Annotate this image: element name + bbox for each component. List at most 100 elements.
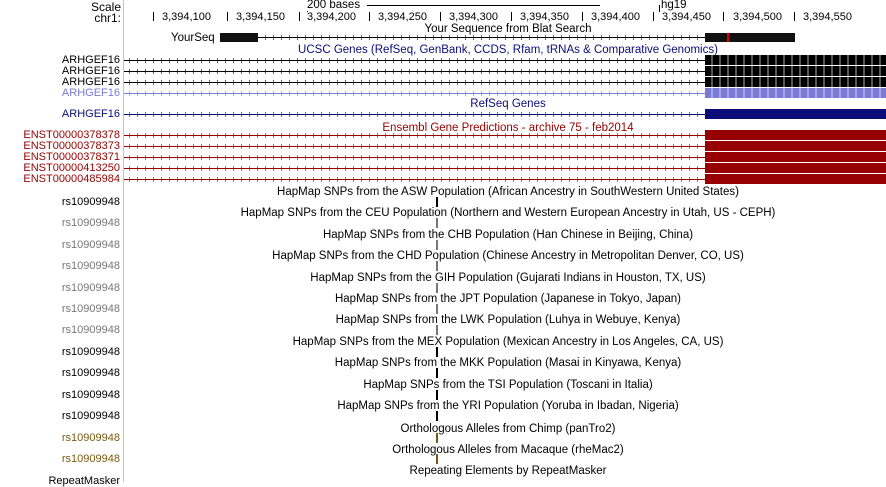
ucsc-gene-exon[interactable] [705,77,886,87]
ruler-tick [299,12,300,21]
ruler-tick-label: 3,394,550 [803,11,852,23]
hapmap-track-title[interactable]: HapMap SNPs from the CEU Population (Nor… [240,207,776,220]
ensembl-exon[interactable] [705,130,886,140]
refseq-track-title[interactable]: RefSeq Genes [470,98,546,110]
hapmap-snp-label[interactable]: rs10909948 [61,239,120,251]
hapmap-track-title[interactable]: HapMap SNPs from the MEX Population (Mex… [292,335,724,348]
macaque-allele-mark[interactable] [436,454,438,464]
ucsc-gene-intron-line[interactable] [124,58,705,63]
hapmap-snp-mark[interactable] [436,304,438,314]
scale-bar-label: 200 bases [307,0,361,11]
hapmap-track-title[interactable]: HapMap SNPs from the YRI Population (Yor… [337,400,679,412]
ruler-tick-label: 3,394,300 [449,11,498,23]
ensembl-intron-line[interactable] [124,177,705,182]
ruler-tick [653,12,654,21]
ucsc-gene-exon[interactable] [705,88,886,98]
repeatmasker-item-label[interactable]: RepeatMasker [48,476,120,487]
blat-block-2[interactable] [705,33,795,42]
ensembl-track-title[interactable]: Ensembl Gene Predictions - archive 75 - … [382,122,634,134]
macaque-item-label[interactable]: rs10909948 [61,454,120,465]
ruler-tick-label: 3,394,200 [307,11,356,23]
ensembl-intron-line[interactable] [124,144,705,149]
ruler-tick-label: 3,394,450 [662,11,711,23]
ruler-tick [440,12,441,21]
ruler-tick [369,12,370,21]
ucsc-gene-intron-line[interactable] [124,69,705,74]
hapmap-snp-mark[interactable] [436,411,438,421]
hapmap-track-title[interactable]: HapMap SNPs from the GIH Population (Guj… [310,271,706,284]
ruler-tick-label: 3,394,100 [162,11,211,23]
hapmap-snp-mark[interactable] [436,325,438,336]
ensembl-transcript-label[interactable]: ENST00000378371 [23,152,120,163]
hapmap-track-title[interactable]: HapMap SNPs from the MKK Population (Mas… [334,357,682,370]
refseq-exon[interactable] [705,109,886,119]
hapmap-track-title[interactable]: HapMap SNPs from the TSI Population (Tos… [363,378,653,391]
ruler-tick-label: 3,394,400 [591,11,640,23]
ensembl-transcript-label[interactable]: ENST00000413250 [23,163,120,174]
ruler-tick [794,12,795,21]
ensembl-exon[interactable] [705,174,886,184]
ucsc-gene-intron-line[interactable] [124,80,705,85]
ensembl-intron-line[interactable] [124,166,705,171]
scale-label: Scale [90,1,121,13]
ruler-tick-label: 3,394,250 [378,11,427,23]
blat-alignment-line[interactable] [220,35,795,40]
hapmap-snp-label[interactable]: rs10909948 [61,261,120,273]
hapmap-snp-label[interactable]: rs10909948 [61,346,120,358]
ruler-tick [511,12,512,21]
blat-item-label[interactable]: YourSeq [171,32,215,44]
ruler-tick-label: 3,394,350 [520,11,569,23]
hapmap-track-title[interactable]: HapMap SNPs from the JPT Population (Jap… [334,293,682,305]
hapmap-snp-mark[interactable] [436,239,438,250]
chimp-track-title[interactable]: Orthologous Alleles from Chimp (panTro2) [400,423,616,435]
ensembl-transcript-label[interactable]: ENST00000378373 [23,141,120,152]
ensembl-intron-line[interactable] [124,133,705,138]
chimp-allele-mark[interactable] [436,433,438,443]
ensembl-transcript-label[interactable]: ENST00000485984 [23,174,120,185]
hapmap-snp-label[interactable]: rs10909948 [61,368,120,380]
hapmap-snp-label[interactable]: rs10909948 [61,389,120,401]
ucsc-gene-label[interactable]: ARHGEF16 [61,66,120,77]
hapmap-snp-label[interactable]: rs10909948 [61,218,120,230]
hapmap-snp-label[interactable]: rs10909948 [61,325,120,337]
ensembl-intron-line[interactable] [124,155,705,160]
hapmap-track-title[interactable]: HapMap SNPs from the LWK Population (Luh… [335,314,681,327]
refseq-item-label[interactable]: ARHGEF16 [61,109,120,120]
ucsc-gene-label[interactable]: ARHGEF16 [61,88,120,99]
hapmap-snp-label[interactable]: rs10909948 [61,197,120,208]
chimp-item-label[interactable]: rs10909948 [61,433,120,444]
repeatmasker-track-title[interactable]: Repeating Elements by RepeatMasker [409,465,607,477]
ruler-tick [153,12,154,21]
ucsc-gene-label[interactable]: ARHGEF16 [61,77,120,88]
blat-block-1[interactable] [220,33,258,42]
ucsc-genes-track-title[interactable]: UCSC Genes (RefSeq, GenBank, CCDS, Rfam,… [298,44,718,56]
hapmap-snp-mark[interactable] [436,218,438,229]
ucsc-gene-exon[interactable] [705,55,886,65]
ensembl-exon[interactable] [705,152,886,162]
hapmap-track-title[interactable]: HapMap SNPs from the ASW Population (Afr… [277,186,739,198]
ucsc-gene-label[interactable]: ARHGEF16 [61,55,120,66]
hapmap-snp-mark[interactable] [436,282,438,293]
ruler-tick-label: 3,394,150 [236,11,285,23]
macaque-track-title[interactable]: Orthologous Alleles from Macaque (rheMac… [392,444,624,456]
ensembl-exon[interactable] [705,141,886,151]
hapmap-snp-mark[interactable] [436,197,438,207]
hapmap-snp-mark[interactable] [436,346,438,357]
hapmap-snp-label[interactable]: rs10909948 [61,282,120,294]
ruler-tick [227,12,228,21]
hapmap-snp-mark[interactable] [436,389,438,400]
ensembl-transcript-label[interactable]: ENST00000378378 [23,130,120,141]
ensembl-exon[interactable] [705,163,886,173]
hapmap-snp-label[interactable]: rs10909948 [61,304,120,315]
hapmap-snp-mark[interactable] [436,261,438,272]
ucsc-gene-exon[interactable] [705,66,886,76]
hapmap-snp-mark[interactable] [436,368,438,379]
assembly-label: hg19 [661,0,687,11]
refseq-gene-line[interactable] [124,112,886,117]
ucsc-gene-intron-line[interactable] [124,91,705,96]
hapmap-track-title[interactable]: HapMap SNPs from the CHB Population (Han… [322,228,694,241]
blat-track-title[interactable]: Your Sequence from Blat Search [424,23,592,35]
hapmap-snp-label[interactable]: rs10909948 [61,411,120,422]
hapmap-track-title[interactable]: HapMap SNPs from the CHD Population (Chi… [272,250,744,263]
ruler-tick-label: 3,394,500 [733,11,782,23]
